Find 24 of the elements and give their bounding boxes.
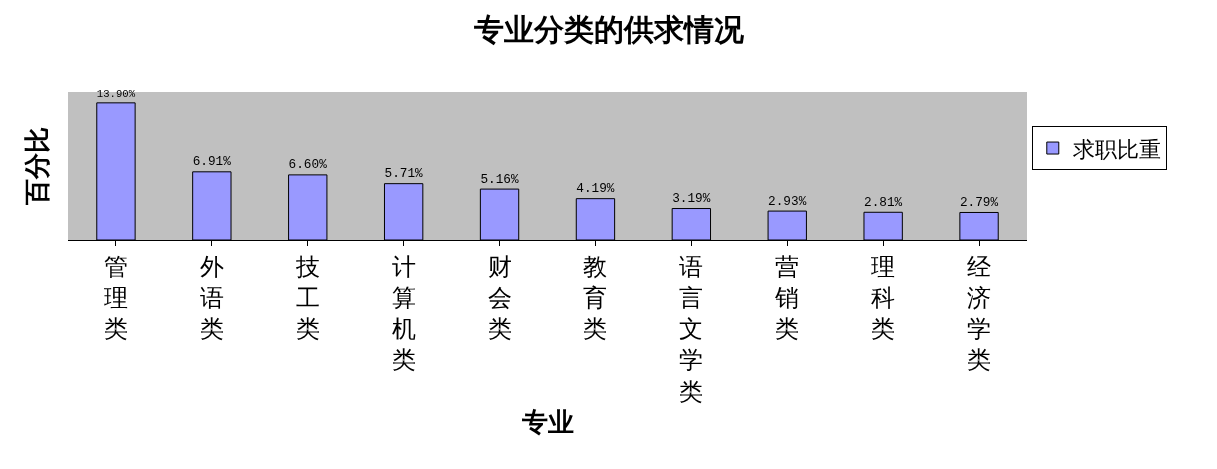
data-label: 6.60% [288,157,328,173]
chart-title: 专业分类的供求情况 [472,11,745,47]
data-label: 2.93% [768,193,807,209]
data-label: 5.71% [384,166,424,182]
data-label: 3.19% [672,190,711,206]
x-axis-title: 专业 [520,407,574,438]
data-label: 5.16% [480,171,519,187]
data-label: 6.91% [192,154,232,170]
data-label: 2.81% [864,194,903,210]
x-tick-label: 经济学类 [967,252,992,375]
x-tick-label: 管理类 [103,252,128,344]
x-tick-label: 营销类 [774,252,800,344]
y-axis-title: 百分比 [22,127,53,206]
x-tick-label: 外语类 [199,252,224,344]
data-label: 13.90% [96,87,136,100]
x-tick-label: 理科类 [871,252,896,344]
x-tick-label: 教育类 [583,252,608,344]
x-tick-label: 计算机类 [391,252,416,375]
data-label: 4.19% [576,181,615,197]
legend-label: 求职比重 [1072,136,1161,162]
x-tick-label: 技工类 [294,252,320,344]
data-label: 2.79% [959,194,999,210]
x-tick-label: 语言文学类 [679,252,704,406]
x-tick-label: 财会类 [487,252,512,344]
